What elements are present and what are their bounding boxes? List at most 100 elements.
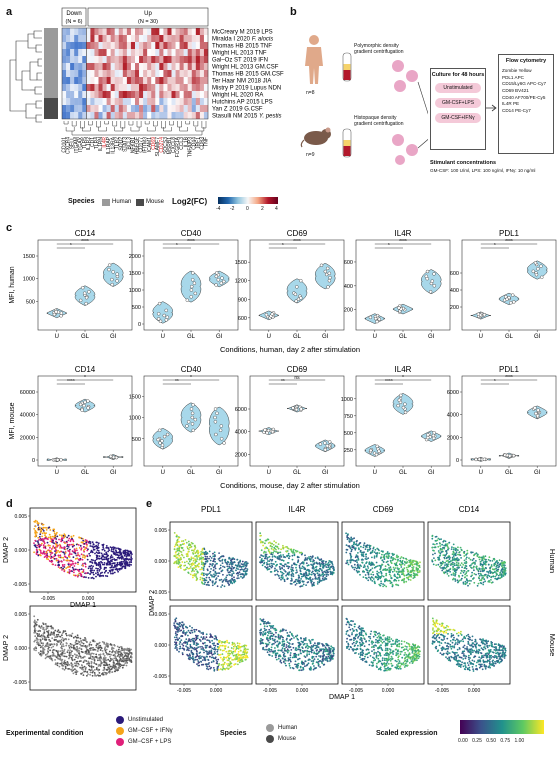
- cell-point: [358, 542, 361, 544]
- cell-point: [365, 553, 367, 556]
- cell-point: [105, 645, 108, 648]
- cell-point: [375, 576, 378, 579]
- data-point: [214, 274, 219, 279]
- cell-point: [311, 564, 314, 567]
- cell-point: [89, 560, 92, 563]
- cell-point: [49, 549, 52, 552]
- cell-point: [260, 560, 263, 562]
- y-tick-label: 750: [344, 414, 353, 420]
- heatmap-cell: [175, 28, 180, 35]
- cell-point: [93, 659, 96, 662]
- cell-point: [475, 565, 478, 568]
- cell-point: [70, 654, 72, 656]
- heatmap-cell: [74, 49, 79, 56]
- cell-point: [98, 653, 100, 656]
- heatmap-cell: [143, 63, 148, 70]
- cell-point: [54, 553, 56, 556]
- cell-point: [275, 541, 277, 544]
- heatmap-cell: [163, 35, 168, 42]
- cell-point: [103, 558, 106, 561]
- cell-point: [206, 560, 209, 563]
- cell-point: [443, 556, 446, 559]
- cell-point: [37, 652, 40, 654]
- heatmap-cell: [70, 70, 75, 77]
- cell-point: [116, 655, 119, 657]
- cell-point: [226, 574, 228, 577]
- cell-point: [63, 564, 66, 566]
- cell-point: [105, 557, 108, 560]
- cell-point: [214, 564, 217, 566]
- cell-point: [71, 550, 74, 552]
- heatmap-cell: [175, 56, 180, 63]
- heatmap-cell: [82, 77, 87, 84]
- cell-point: [90, 558, 93, 561]
- heatmap-cell: [135, 63, 140, 70]
- heatmap-cell: [175, 70, 180, 77]
- cell-point: [93, 662, 96, 664]
- cell-point: [36, 638, 39, 640]
- heatmap-cell: [78, 49, 83, 56]
- heatmap-cell: [179, 35, 184, 42]
- heatmap-cell: [114, 56, 119, 63]
- heatmap-cell: [82, 49, 87, 56]
- cell-point: [312, 583, 315, 585]
- cell-point: [237, 561, 240, 564]
- cell-point: [324, 561, 327, 563]
- cell-point: [84, 563, 87, 566]
- gene-label: IL1B: [183, 136, 189, 147]
- cell-point: [86, 545, 88, 547]
- cell-point: [391, 552, 394, 555]
- cell-point: [355, 554, 358, 556]
- cell-point: [34, 544, 37, 546]
- cell-point: [410, 570, 413, 573]
- gene-label: IRF1: [195, 137, 201, 148]
- cell-point: [130, 556, 133, 559]
- heatmap-cell: [147, 84, 152, 91]
- cell-point: [300, 585, 302, 588]
- cell-point: [85, 646, 87, 649]
- heatmap-cell: [82, 84, 87, 91]
- data-point: [369, 448, 373, 453]
- neutrophil-icons: [392, 60, 428, 165]
- cell-point: [346, 538, 349, 541]
- cell-point: [226, 568, 229, 571]
- cell-point: [98, 663, 100, 666]
- cell-point: [288, 573, 290, 575]
- cell-point: [273, 555, 276, 558]
- cell-point: [234, 580, 237, 582]
- cell-point: [275, 545, 278, 548]
- heatmap-cell: [62, 49, 67, 56]
- cell-point: [104, 649, 107, 652]
- heatmap-cell: [122, 112, 128, 119]
- flow-marker: IL4R PE: [502, 101, 520, 107]
- cell-point: [277, 543, 280, 545]
- cell-point: [64, 542, 66, 545]
- cell-point: [280, 556, 283, 558]
- y-tick-label: 900: [238, 297, 247, 303]
- heatmap-cell: [175, 105, 180, 112]
- cell-point: [323, 573, 326, 576]
- cell-point: [128, 650, 131, 652]
- data-point: [214, 271, 219, 275]
- x-tick-label: U: [267, 334, 271, 340]
- cell-point: [183, 556, 185, 559]
- cell-point: [311, 585, 314, 587]
- cell-point: [37, 634, 39, 637]
- cell-point: [386, 556, 389, 559]
- cell-point: [121, 563, 123, 566]
- heatmap-cell: [163, 105, 168, 112]
- cell-point: [72, 672, 75, 675]
- heatmap-cell: [147, 91, 152, 98]
- cell-point: [63, 566, 66, 568]
- cell-point: [60, 540, 62, 543]
- cell-point: [80, 548, 83, 551]
- heatmap-cell: [203, 42, 209, 49]
- cell-point: [272, 543, 275, 546]
- cell-point: [57, 563, 60, 566]
- cell-point: [352, 566, 354, 569]
- heatmap-cell: [126, 70, 132, 77]
- cell-point: [289, 548, 292, 551]
- cell-point: [47, 645, 49, 647]
- heatmap-cell: [106, 70, 111, 77]
- heatmap-cell: [195, 49, 201, 56]
